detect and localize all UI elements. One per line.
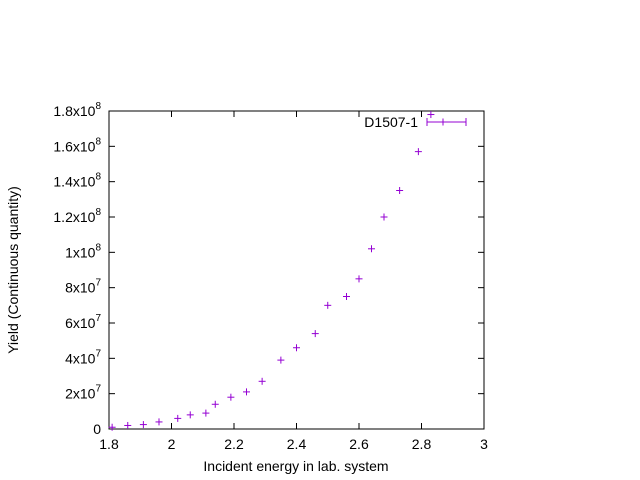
y-tick-label: 2x107	[65, 384, 101, 402]
tick-labels: 1.8 2 2.2 2.4 2.6 2.8 302x1074x1076x1078x1071x…	[53, 101, 488, 452]
y-tick-exponent: 7	[95, 348, 101, 359]
data-point	[427, 111, 435, 119]
data-point	[124, 421, 132, 429]
y-axis-title: Yield (Continuous quantity)	[5, 186, 21, 354]
y-tick-exponent: 7	[95, 313, 101, 324]
data-point	[380, 213, 388, 221]
y-tick-exponent: 8	[95, 172, 101, 183]
data-points	[108, 111, 435, 431]
data-point	[174, 414, 182, 422]
x-tick-label: 2.4	[287, 436, 307, 452]
x-tick-label: 2.8	[412, 436, 432, 452]
plot-border	[108, 110, 485, 430]
data-point	[139, 421, 147, 429]
y-tick-exponent: 7	[95, 278, 101, 289]
y-tick-label: 1.8x108	[53, 101, 101, 119]
y-tick-mantissa: 1.2x10	[53, 209, 95, 225]
x-tick-label: 2.6	[349, 436, 369, 452]
x-tick-label: 1.8	[99, 436, 119, 452]
y-tick-mantissa: 1x10	[65, 244, 96, 260]
y-tick-label: 6x107	[65, 313, 101, 331]
data-point	[311, 330, 319, 338]
y-tick-label: 1.2x108	[53, 207, 101, 225]
x-tick-label: 2.2	[224, 436, 244, 452]
y-tick-label: 8x107	[65, 278, 101, 296]
data-point	[186, 411, 194, 419]
data-point	[211, 400, 219, 408]
x-axis-title: Incident energy in lab. system	[203, 458, 388, 474]
y-tick-exponent: 8	[95, 242, 101, 253]
data-point	[396, 187, 404, 194]
data-point	[355, 275, 363, 283]
legend-label: D1507-1	[364, 114, 418, 130]
axis-ticks	[108, 110, 485, 430]
data-point	[108, 423, 116, 431]
data-point	[277, 356, 285, 364]
y-tick-mantissa: 2x10	[65, 386, 96, 402]
y-tick-mantissa: 1.8x10	[53, 103, 95, 119]
y-tick-mantissa: 1.4x10	[53, 174, 95, 190]
y-tick-label: 1.4x108	[53, 172, 101, 190]
data-point	[324, 301, 332, 309]
legend: D1507-1	[364, 114, 467, 130]
y-tick-mantissa: 6x10	[65, 315, 96, 331]
y-tick-mantissa: 1.6x10	[53, 138, 95, 154]
x-tick-label: 2	[168, 436, 176, 452]
y-tick-mantissa: 0	[93, 421, 101, 437]
y-tick-mantissa: 4x10	[65, 350, 96, 366]
x-tick-label: 3	[480, 436, 488, 452]
y-tick-exponent: 8	[95, 101, 101, 112]
y-tick-mantissa: 8x10	[65, 280, 96, 296]
data-point	[202, 409, 210, 417]
y-tick-exponent: 7	[95, 384, 101, 395]
data-point	[368, 245, 375, 253]
data-point	[293, 344, 300, 352]
data-point	[155, 418, 163, 426]
y-tick-exponent: 8	[95, 136, 101, 147]
data-point	[227, 393, 235, 401]
y-tick-label: 1x108	[65, 242, 101, 260]
data-point	[258, 377, 266, 385]
y-tick-label: 0	[93, 421, 101, 437]
y-tick-label: 1.6x108	[53, 136, 101, 154]
plot-frame	[108, 110, 485, 430]
data-point	[243, 388, 250, 396]
data-point	[343, 293, 350, 300]
legend-key	[426, 118, 467, 126]
y-tick-exponent: 8	[95, 207, 101, 218]
y-tick-label: 4x107	[65, 348, 101, 366]
data-point	[414, 148, 422, 156]
